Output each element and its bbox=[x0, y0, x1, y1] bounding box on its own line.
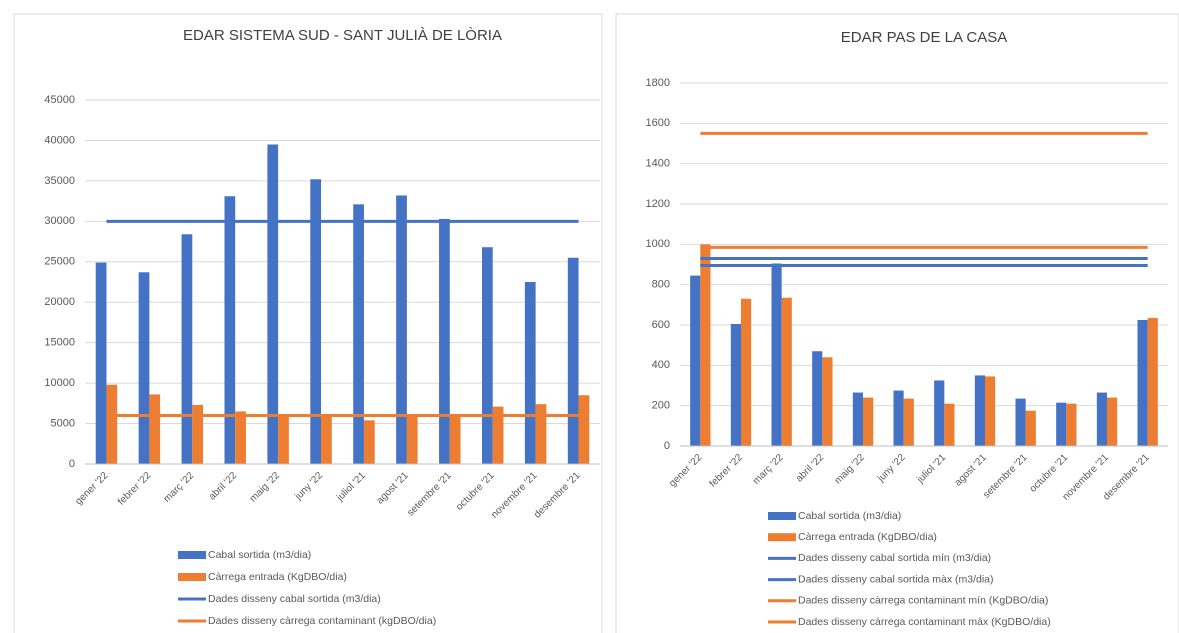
y-tick-label: 600 bbox=[652, 319, 670, 331]
bar bbox=[535, 404, 547, 464]
bar bbox=[363, 420, 375, 464]
bar bbox=[903, 398, 914, 446]
bar bbox=[700, 244, 711, 446]
y-tick-label: 0 bbox=[69, 458, 75, 470]
bar bbox=[944, 403, 955, 446]
bar bbox=[492, 406, 504, 464]
bar bbox=[771, 263, 782, 446]
bar bbox=[1107, 397, 1118, 446]
bar bbox=[138, 272, 150, 464]
legend-swatch bbox=[178, 573, 206, 581]
legend-label: Cabal sortida (m3/dia) bbox=[798, 510, 901, 522]
y-tick-label: 1800 bbox=[646, 77, 670, 89]
bar bbox=[863, 397, 874, 446]
bar bbox=[353, 204, 364, 464]
bar bbox=[781, 297, 792, 446]
bar bbox=[224, 196, 236, 464]
y-tick-label: 15000 bbox=[44, 337, 75, 349]
bar bbox=[985, 376, 996, 446]
chart-title: EDAR PAS DE LA CASA bbox=[841, 29, 1007, 46]
chart: EDAR SISTEMA SUD - SANT JULIÀ DE LÒRIA 0 5… bbox=[13, 13, 603, 633]
y-tick-label: 1600 bbox=[646, 117, 670, 129]
bar bbox=[1096, 392, 1107, 446]
bar bbox=[812, 351, 823, 446]
bar bbox=[1056, 402, 1067, 446]
y-tick-label: 1400 bbox=[646, 158, 670, 170]
y-tick-label: 400 bbox=[652, 359, 670, 371]
bar bbox=[95, 262, 107, 464]
bar bbox=[149, 394, 161, 464]
y-tick-label: 800 bbox=[652, 279, 670, 291]
bar bbox=[406, 415, 418, 464]
bar bbox=[1015, 398, 1026, 446]
y-tick-label: 20000 bbox=[44, 296, 75, 308]
y-tick-label: 1000 bbox=[646, 238, 670, 250]
y-tick-label: 30000 bbox=[44, 215, 75, 227]
legend-label: Cabal sortida (m3/dia) bbox=[208, 549, 311, 561]
bar bbox=[567, 257, 579, 464]
legend-swatch bbox=[768, 512, 796, 520]
chart-title: EDAR SISTEMA SUD - SANT JULIÀ DE LÒRIA bbox=[183, 27, 502, 44]
bar bbox=[1137, 319, 1148, 446]
bar bbox=[235, 411, 246, 464]
legend-label: Càrrega entrada (KgDBO/dia) bbox=[208, 571, 347, 583]
bar bbox=[310, 179, 322, 464]
bar bbox=[730, 323, 741, 446]
legend-label: Dades disseny cabal sortida mín (m3/dia) bbox=[798, 552, 991, 564]
bar bbox=[934, 380, 945, 446]
y-tick-label: 5000 bbox=[51, 417, 75, 429]
legend-label: Dades disseny cabal sortida (m3/dia) bbox=[208, 593, 381, 605]
bar bbox=[1147, 317, 1158, 446]
y-tick-label: 35000 bbox=[44, 175, 75, 187]
legend-swatch bbox=[178, 551, 206, 559]
bar bbox=[396, 195, 407, 464]
bar bbox=[1025, 410, 1036, 446]
bar bbox=[822, 357, 833, 446]
bar bbox=[106, 384, 118, 464]
bar bbox=[578, 395, 590, 464]
bar bbox=[192, 404, 204, 464]
y-tick-label: 25000 bbox=[44, 256, 75, 268]
bar bbox=[741, 298, 752, 446]
bar bbox=[852, 392, 863, 446]
y-tick-label: 1200 bbox=[646, 198, 670, 210]
legend-label: Dades disseny càrrega contaminant màx (K… bbox=[798, 616, 1051, 628]
bar bbox=[267, 144, 279, 464]
bar bbox=[1066, 403, 1077, 446]
legend-label: Dades disseny càrrega contaminant mín (K… bbox=[798, 595, 1048, 607]
bar bbox=[690, 275, 701, 446]
bar bbox=[181, 234, 193, 464]
y-tick-label: 10000 bbox=[44, 377, 75, 389]
legend-label: Càrrega entrada (KgDBO/dia) bbox=[798, 531, 937, 543]
y-tick-label: 0 bbox=[664, 440, 670, 452]
bar bbox=[524, 282, 536, 464]
bar bbox=[439, 218, 450, 464]
bar bbox=[321, 415, 332, 464]
bar bbox=[481, 247, 493, 464]
chart: EDAR PAS DE LA CASA 0 200 400 600 800 1000 1200… bbox=[615, 13, 1179, 633]
legend-label: Dades disseny càrrega contaminant (kgDBO… bbox=[208, 615, 436, 627]
legend-swatch bbox=[768, 533, 796, 542]
bar bbox=[278, 415, 289, 464]
y-tick-label: 40000 bbox=[44, 134, 75, 146]
legend-label: Dades disseny cabal sortida màx (m3/dia) bbox=[798, 573, 994, 585]
y-tick-label: 200 bbox=[652, 400, 670, 412]
bar bbox=[974, 375, 985, 446]
panel bbox=[13, 13, 603, 633]
bar bbox=[893, 390, 904, 446]
y-tick-label: 45000 bbox=[44, 94, 75, 106]
bar bbox=[449, 415, 461, 464]
